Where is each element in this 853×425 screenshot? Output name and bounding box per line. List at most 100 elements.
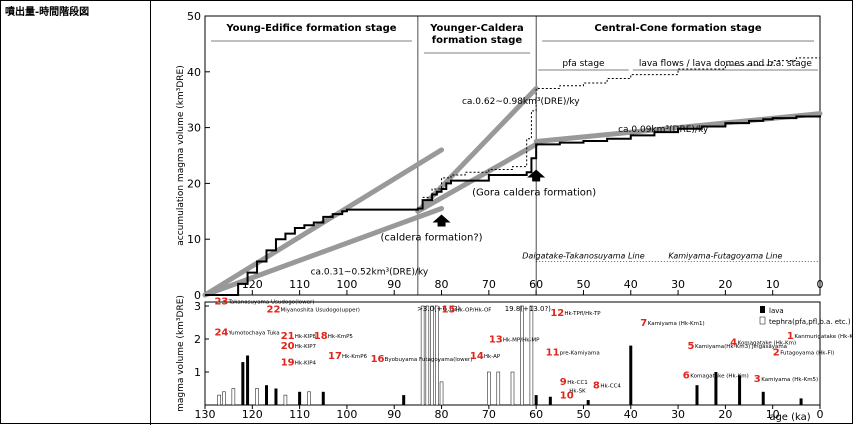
lava-bar <box>695 385 699 405</box>
lower-xtick-label: 110 <box>289 408 310 421</box>
event-name: Futagoyama (Hk-Fl) <box>780 351 834 357</box>
event-number: 23 <box>214 296 228 307</box>
tephra-bar <box>430 305 434 406</box>
event-name: Hk-MP/Hk-MP <box>503 337 540 343</box>
lava-bar <box>534 395 538 405</box>
lower-xtick-label: 100 <box>336 408 357 421</box>
lava-bar <box>799 398 803 405</box>
series-cumulative-line <box>205 115 821 296</box>
upper-ytick-label: 50 <box>187 10 201 23</box>
trend-label: ca.0.31~0.52km³(DRE)/ky <box>311 267 429 277</box>
legend-lava-swatch <box>760 306 765 313</box>
event-name: Kamiyama(Hk-Km3) Jingasayama <box>695 344 787 350</box>
lava-bar <box>738 375 742 405</box>
event-number: 8 <box>593 381 600 392</box>
lower-y-axis-label: magma volume (km³DRE) <box>176 295 186 412</box>
upper-xtick-label: 70 <box>482 278 496 291</box>
event-number: 15 <box>442 305 456 316</box>
event-name: Miyanoshita Usudogo(upper) <box>281 308 360 314</box>
event-number: 1 <box>787 331 794 342</box>
tephra-bar <box>435 305 439 406</box>
event-number: 10 <box>560 390 574 401</box>
caldera-annotation: (caldera formation?) <box>381 233 483 244</box>
caldera-arrow <box>432 214 451 223</box>
lower-xtick-label: 80 <box>435 408 449 421</box>
lower-xtick-label: 70 <box>482 408 496 421</box>
upper-ytick-label: 20 <box>187 177 201 190</box>
lower-xtick-label: 60 <box>529 408 543 421</box>
sub-stage-label: lava flows / lava domes and b.a. stage <box>639 59 813 69</box>
event-number: 21 <box>281 331 295 342</box>
legend-tephra-label: tephra(pfa,pfl,b.a. etc.) <box>769 318 851 326</box>
upper-xtick-label: 110 <box>289 278 310 291</box>
event-name: Komagatake (Hk-Km) <box>690 374 749 380</box>
event-name: Hk-KmP5 <box>328 334 354 340</box>
tephra-bar <box>307 391 311 406</box>
lava-bar <box>274 388 278 405</box>
event-number: 4 <box>730 338 737 349</box>
tephra-bar <box>222 391 226 406</box>
event-number: 9 <box>560 377 567 388</box>
page-label: 噴出量-時間階段図 <box>5 7 90 18</box>
event-number: 22 <box>267 305 281 316</box>
tephra-bar <box>217 394 221 406</box>
event-number: 13 <box>489 334 503 345</box>
event-name: Kanmurigatake (Hk-Kn) <box>794 334 853 340</box>
lower-xtick-label: 10 <box>766 408 780 421</box>
event-number: 2 <box>773 348 780 359</box>
event-number: 24 <box>214 328 228 339</box>
tephra-bar <box>255 388 259 406</box>
lower-xtick-label: 20 <box>718 408 732 421</box>
tephra-bar <box>420 305 425 406</box>
stage-label: Younger-Caldera <box>429 23 524 34</box>
lower-ytick-label: 1 <box>194 366 201 379</box>
caldera-arrow-stem <box>532 177 541 182</box>
lower-xtick-label: 0 <box>817 408 824 421</box>
lava-bar <box>321 391 325 405</box>
tephra-bar <box>283 394 288 406</box>
lava-bar <box>298 391 302 405</box>
event-number: 6 <box>683 371 690 382</box>
tephra-bar <box>529 305 534 406</box>
upper-y-axis-label: accumulation magma volume (km³DRE) <box>176 65 186 246</box>
label-column: 噴出量-時間階段図 <box>1 1 151 425</box>
lava-bar <box>629 345 633 405</box>
lower-xtick-label: 130 <box>195 408 216 421</box>
stage-label: Central-Cone formation stage <box>594 23 762 34</box>
event-name: pre-Kamiyama <box>560 351 600 357</box>
lava-bar <box>586 400 590 405</box>
event-name: Hk-CC4 <box>600 384 621 390</box>
sub-stage-label: pfa stage <box>562 59 605 69</box>
upper-ytick-label: 0 <box>194 289 201 302</box>
event-name: Kamiyama (Hk-Km5) <box>761 377 818 383</box>
event-number: 19 <box>281 357 295 368</box>
upper-xtick-label: 90 <box>387 278 401 291</box>
lava-bar <box>548 396 552 405</box>
upper-xtick-label: 30 <box>671 278 685 291</box>
event-name: Hk-KIP7 <box>295 344 317 350</box>
event-number: 12 <box>550 308 564 319</box>
break-label: 19.8(+13.0?) <box>505 305 551 313</box>
trend-label: ca.0.09km³(DRE)/ky <box>618 125 709 135</box>
tephra-bar <box>231 388 236 406</box>
lava-bar <box>761 391 765 405</box>
tephra-bar <box>496 371 501 406</box>
lower-ytick-label: 3 <box>194 300 201 313</box>
stage-label: Young-Edifice formation stage <box>225 23 396 34</box>
tephra-bar <box>520 305 524 406</box>
tephra-bar <box>487 371 491 406</box>
lower-xtick-label: 50 <box>576 408 590 421</box>
upper-xtick-label: 50 <box>576 278 590 291</box>
event-number: 18 <box>314 331 328 342</box>
lower-ytick-label: 2 <box>194 333 201 346</box>
tephra-bar <box>425 305 430 406</box>
lava-bar <box>246 355 250 405</box>
lower-xtick-label: 40 <box>624 408 638 421</box>
event-name: Hk-AP <box>484 354 501 360</box>
upper-xtick-label: 20 <box>718 278 732 291</box>
event-name: Hk-TPfl/Hk-TP <box>564 311 601 317</box>
trend-label: ca.0.62~0.98km³(DRE)/ky <box>462 97 580 107</box>
event-number: 3 <box>754 374 761 385</box>
volcano-line-label: Kamiyama-Futagoyama Line <box>668 252 782 261</box>
